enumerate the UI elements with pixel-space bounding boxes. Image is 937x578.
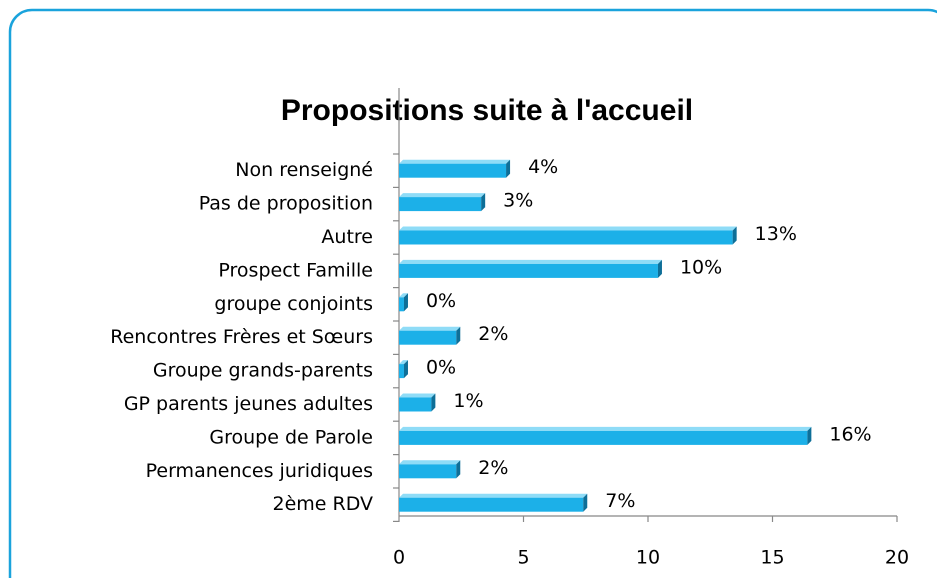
bar	[399, 360, 408, 379]
bar	[399, 426, 812, 445]
bar	[399, 326, 461, 345]
x-tick-label: 0	[393, 547, 405, 569]
bar	[399, 493, 588, 512]
bar	[399, 293, 408, 312]
value-label: 16%	[829, 423, 871, 445]
value-label: 1%	[453, 390, 483, 412]
x-tick-label: 20	[885, 547, 909, 569]
y-tick-label: GP parents jeunes adultes	[124, 393, 373, 415]
y-tick-label: Prospect Famille	[218, 259, 373, 281]
value-label: 3%	[503, 190, 533, 212]
bar	[399, 159, 511, 178]
bar	[399, 226, 737, 245]
bar	[399, 460, 461, 479]
bar	[399, 193, 486, 212]
x-tick-label: 5	[517, 547, 529, 569]
value-label: 7%	[605, 490, 635, 512]
value-label: 4%	[528, 156, 558, 178]
chart-title: Propositions suite à l'accueil	[281, 94, 693, 127]
value-label: 0%	[426, 290, 456, 312]
y-tick-label: groupe conjoints	[214, 293, 373, 315]
y-tick-label: Rencontres Frères et Sœurs	[110, 326, 373, 348]
y-tick-label: 2ème RDV	[272, 493, 373, 515]
x-tick-label: 10	[636, 547, 660, 569]
value-label: 2%	[478, 323, 508, 345]
bar	[399, 393, 436, 412]
y-tick-label: Groupe grands-parents	[153, 360, 373, 382]
value-label: 0%	[426, 357, 456, 379]
value-label: 10%	[680, 256, 722, 278]
y-tick-label: Pas de proposition	[199, 193, 373, 215]
y-tick-label: Permanences juridiques	[146, 460, 373, 482]
x-tick-label: 15	[760, 547, 784, 569]
value-label: 2%	[478, 457, 508, 479]
bar	[399, 259, 662, 278]
value-label: 13%	[755, 223, 797, 245]
y-tick-label: Non renseigné	[235, 159, 373, 181]
y-tick-label: Autre	[321, 226, 373, 248]
y-tick-label: Groupe de Parole	[209, 426, 373, 448]
